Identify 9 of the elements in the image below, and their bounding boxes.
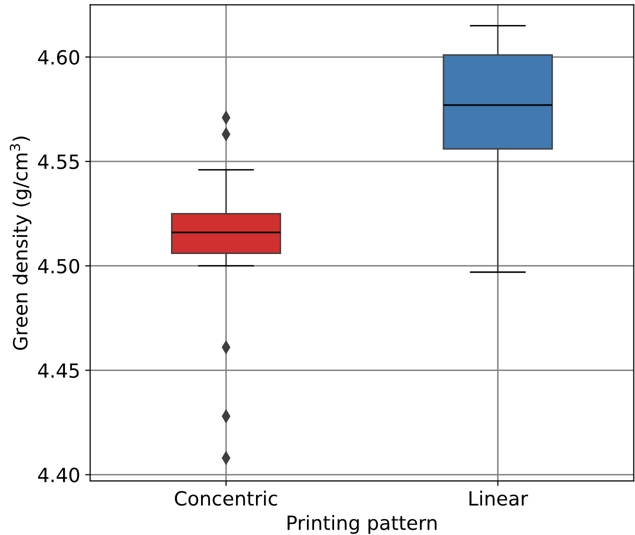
y-tick-label: 4.55 (38, 154, 79, 170)
y-tick-label: 4.50 (38, 258, 80, 274)
x-axis-title: Printing pattern (288, 515, 437, 534)
x-tick-label: Concentric (174, 490, 278, 506)
y-tick-label: 4.60 (38, 50, 80, 65)
y-axis-title: Green density (g/cm$^{3}$) (10, 136, 32, 350)
y-tick-label: 4.40 (38, 468, 80, 482)
y-tick-label: 4.45 (38, 363, 79, 378)
x-tick-label: Linear (470, 490, 528, 506)
